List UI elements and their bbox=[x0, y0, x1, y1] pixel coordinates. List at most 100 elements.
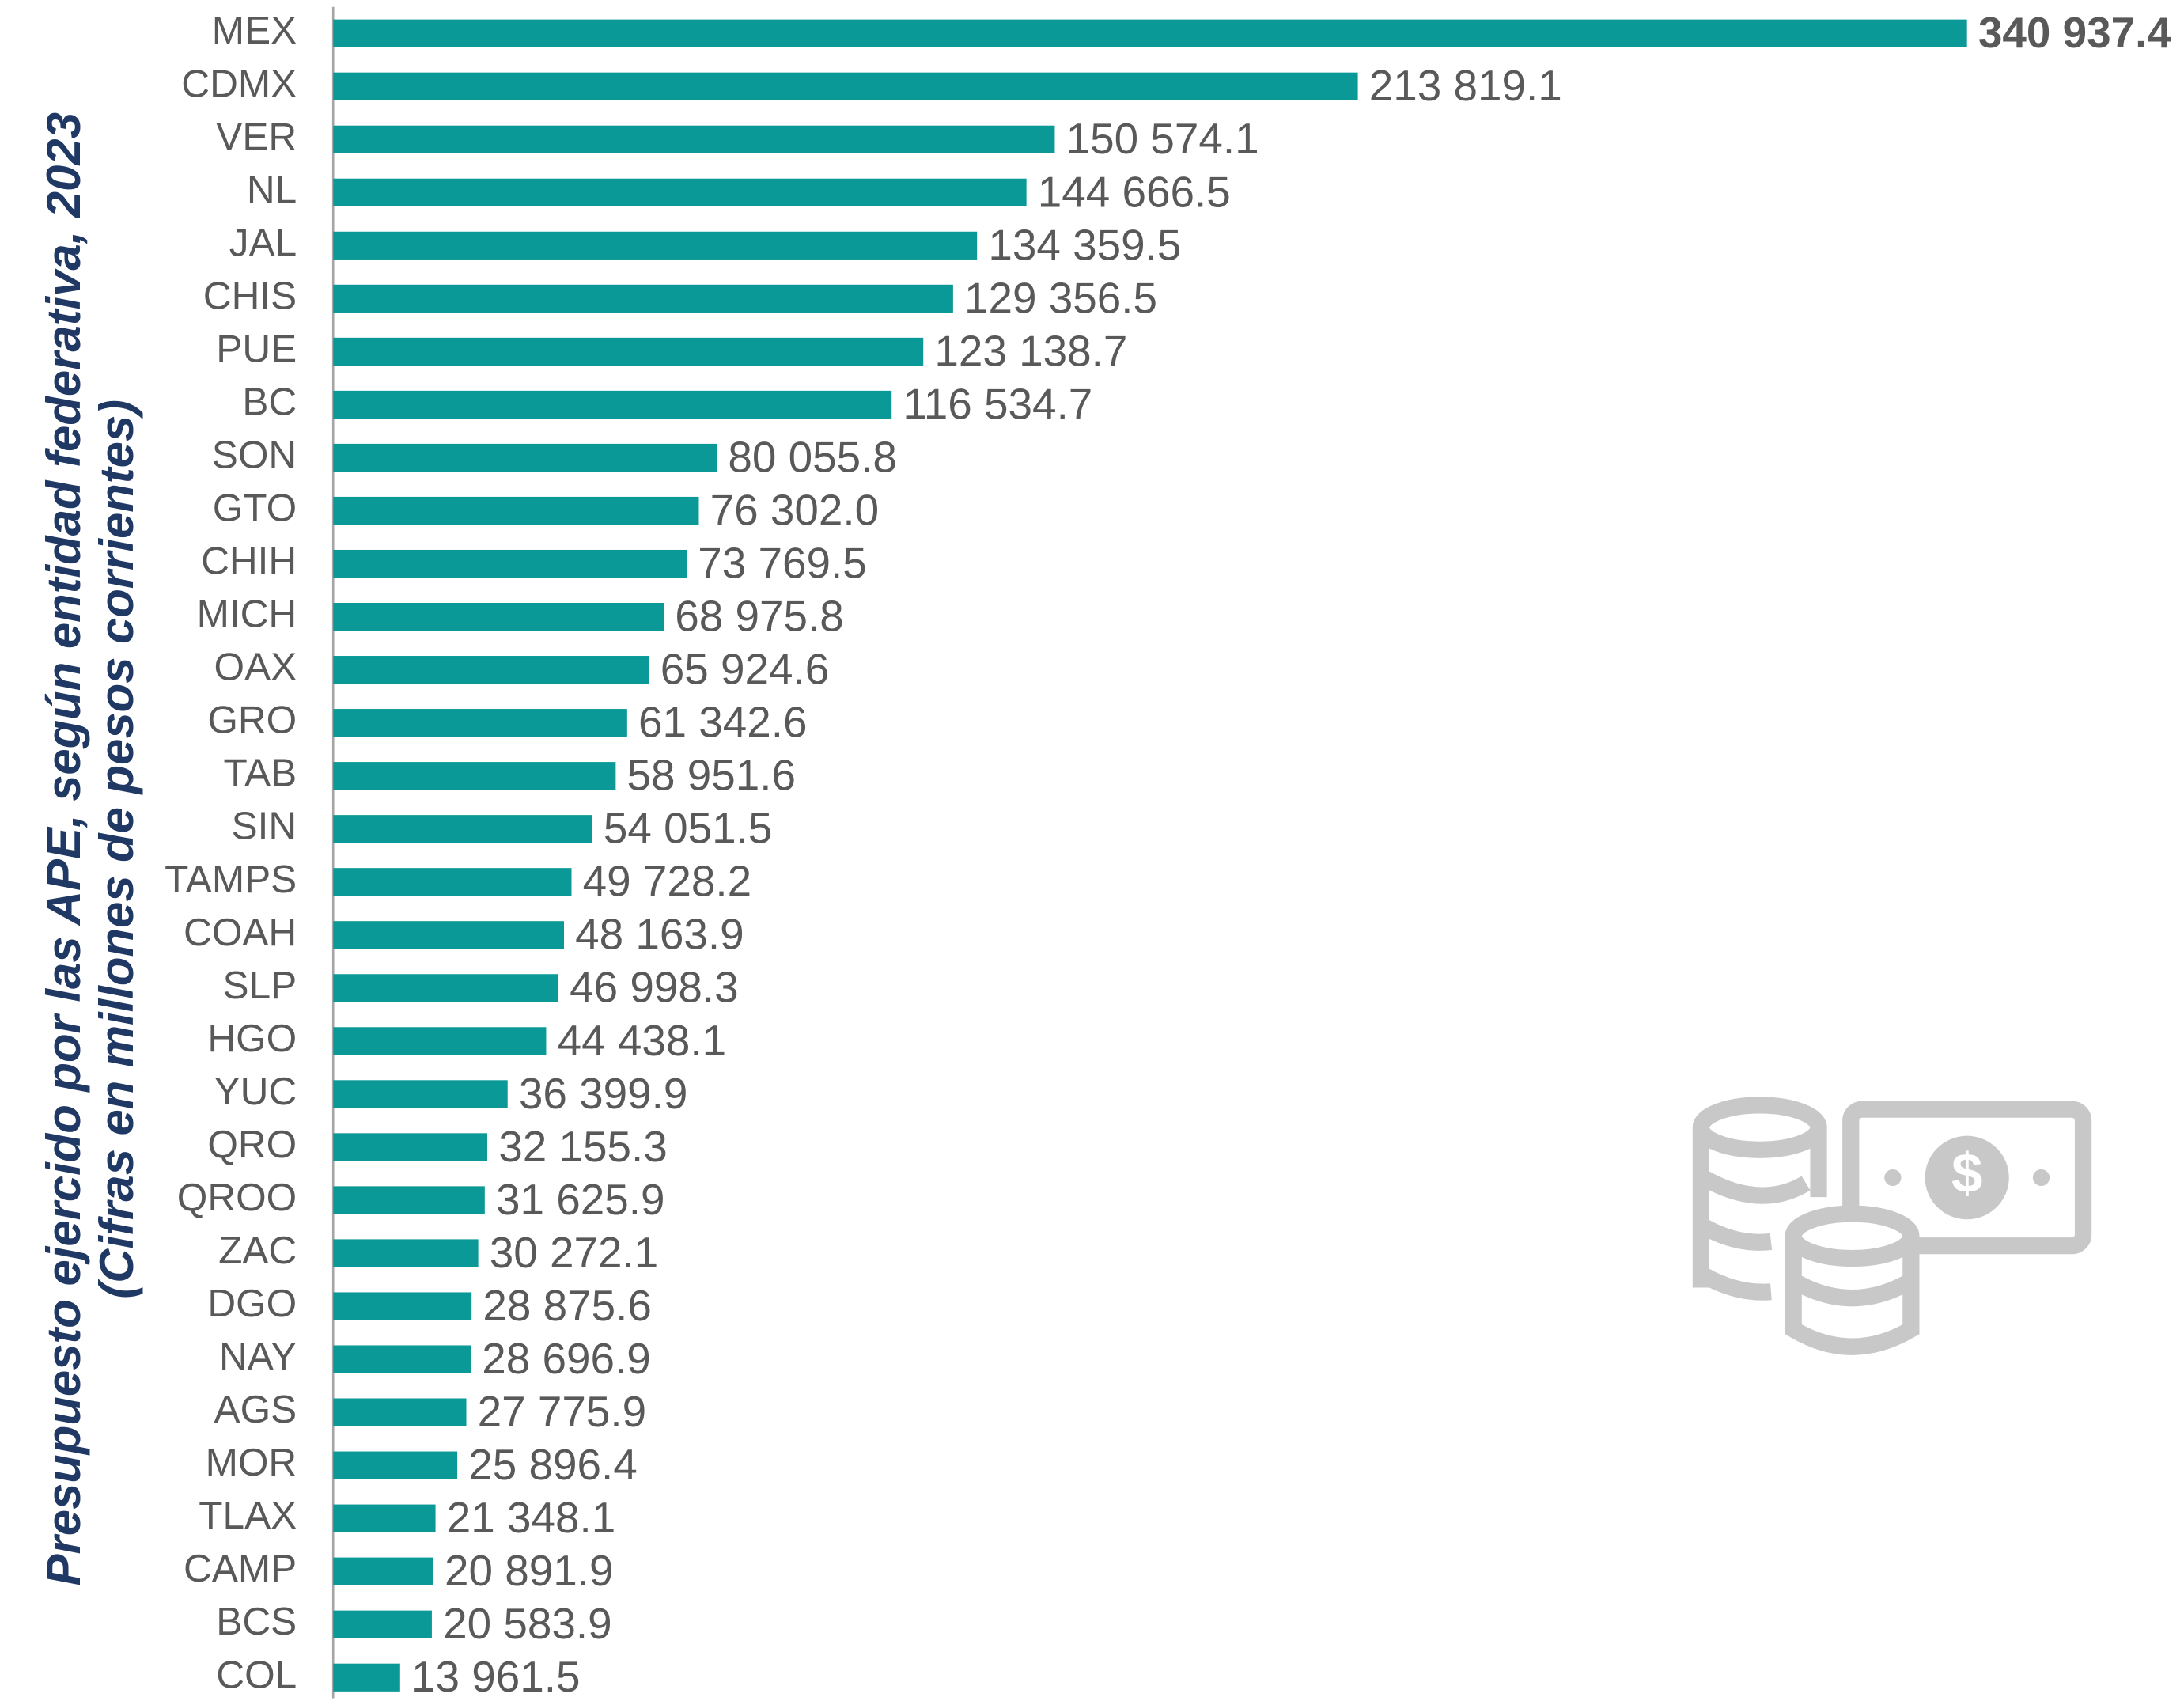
value-label: 20 583.9 bbox=[443, 1599, 612, 1648]
bar bbox=[333, 1663, 400, 1692]
bar bbox=[333, 19, 1967, 47]
category-label: TLAX bbox=[199, 1494, 297, 1537]
bar bbox=[333, 178, 1027, 206]
value-label: 123 138.7 bbox=[934, 327, 1127, 376]
bar bbox=[333, 1186, 485, 1214]
value-label: 213 819.1 bbox=[1369, 61, 1562, 110]
value-label: 36 399.9 bbox=[519, 1069, 688, 1118]
bar bbox=[333, 974, 558, 1002]
category-label: MICH bbox=[197, 593, 297, 636]
category-label: GRO bbox=[207, 699, 297, 742]
category-label: HGO bbox=[207, 1017, 297, 1060]
category-label: CAMP bbox=[184, 1547, 297, 1590]
value-label: 28 696.9 bbox=[482, 1334, 651, 1383]
category-label: GTO bbox=[213, 487, 297, 530]
bar bbox=[333, 125, 1055, 153]
value-label: 76 302.0 bbox=[710, 486, 880, 535]
value-label: 129 356.5 bbox=[964, 273, 1157, 322]
bar bbox=[333, 709, 627, 737]
value-label: 21 348.1 bbox=[447, 1493, 616, 1542]
dollar-sign: $ bbox=[1951, 1142, 1982, 1204]
value-label: 27 775.9 bbox=[478, 1387, 647, 1436]
bar bbox=[333, 1239, 479, 1267]
bar bbox=[333, 1451, 458, 1479]
category-label: SLP bbox=[223, 964, 297, 1007]
value-label: 340 937.4 bbox=[1978, 8, 2172, 57]
bar bbox=[333, 549, 687, 578]
category-label: YUC bbox=[214, 1070, 297, 1113]
value-label: 134 359.5 bbox=[988, 220, 1181, 269]
category-label: QROO bbox=[177, 1176, 297, 1219]
category-label: JAL bbox=[229, 221, 297, 264]
category-label: TAMPS bbox=[165, 858, 297, 901]
value-label: 13 961.5 bbox=[411, 1652, 581, 1701]
bar bbox=[333, 390, 892, 419]
chart-subtitle: (Cifras en millones de pesos corrientes) bbox=[90, 400, 143, 1299]
bar bbox=[333, 1398, 467, 1426]
category-label: CHIS bbox=[203, 275, 297, 318]
bar bbox=[333, 337, 924, 366]
bar bbox=[333, 1504, 436, 1532]
category-label: OAX bbox=[214, 646, 297, 689]
category-label: BCS bbox=[216, 1600, 297, 1643]
value-label: 116 534.7 bbox=[903, 380, 1092, 429]
category-label: MEX bbox=[212, 9, 297, 52]
chart-title: Presupuesto ejercido por las APE, según … bbox=[37, 112, 90, 1585]
category-label: PUE bbox=[216, 328, 297, 371]
category-label: NAY bbox=[219, 1335, 297, 1378]
category-label: COAH bbox=[184, 911, 297, 954]
category-label: SON bbox=[212, 434, 297, 477]
bar bbox=[333, 284, 953, 313]
bar bbox=[333, 868, 572, 896]
value-label: 68 975.8 bbox=[675, 592, 844, 641]
category-label: AGS bbox=[214, 1388, 297, 1431]
category-label: MOR bbox=[206, 1441, 297, 1484]
value-label: 61 342.6 bbox=[638, 698, 808, 747]
category-label: DGO bbox=[207, 1282, 297, 1325]
bar bbox=[333, 496, 699, 525]
category-label: QRO bbox=[207, 1123, 297, 1166]
value-label: 65 924.6 bbox=[660, 645, 830, 694]
bar bbox=[333, 921, 565, 949]
bar bbox=[333, 1133, 488, 1161]
bar bbox=[333, 1557, 433, 1585]
bar bbox=[333, 72, 1358, 100]
category-label: SIN bbox=[232, 805, 297, 848]
value-label: 44 438.1 bbox=[558, 1016, 727, 1065]
bar bbox=[333, 603, 664, 631]
bar bbox=[333, 1610, 432, 1638]
bar bbox=[333, 1027, 547, 1055]
bar bbox=[333, 762, 616, 790]
category-label: BC bbox=[242, 381, 297, 424]
value-label: 28 875.6 bbox=[483, 1281, 652, 1330]
title-group: Presupuesto ejercido por las APE, según … bbox=[37, 112, 143, 1585]
value-label: 58 951.6 bbox=[627, 751, 797, 800]
category-label: COL bbox=[216, 1653, 297, 1696]
bar bbox=[333, 1080, 508, 1108]
category-label: TAB bbox=[224, 752, 297, 795]
value-label: 20 891.9 bbox=[445, 1546, 614, 1595]
value-label: 25 896.4 bbox=[468, 1440, 638, 1489]
value-label: 73 769.5 bbox=[698, 539, 867, 588]
bar bbox=[333, 656, 649, 684]
category-label: VER bbox=[216, 115, 297, 158]
value-label: 31 625.9 bbox=[496, 1175, 665, 1224]
value-label: 49 728.2 bbox=[583, 857, 752, 906]
category-label: ZAC bbox=[218, 1229, 297, 1272]
money-icon bbox=[1692, 1097, 2092, 1355]
value-label: 150 574.1 bbox=[1066, 114, 1259, 163]
category-label: CHIH bbox=[201, 540, 297, 583]
value-label: 48 163.9 bbox=[575, 910, 744, 959]
value-label: 30 272.1 bbox=[490, 1228, 659, 1277]
bar bbox=[333, 443, 717, 472]
value-label: 80 055.8 bbox=[728, 433, 897, 482]
value-label: 46 998.3 bbox=[570, 963, 739, 1012]
category-label: CDMX bbox=[181, 62, 297, 105]
bar bbox=[333, 815, 592, 843]
bar bbox=[333, 1345, 471, 1373]
value-label: 32 155.3 bbox=[498, 1122, 668, 1171]
bar bbox=[333, 1292, 472, 1320]
category-label: NL bbox=[247, 168, 297, 211]
